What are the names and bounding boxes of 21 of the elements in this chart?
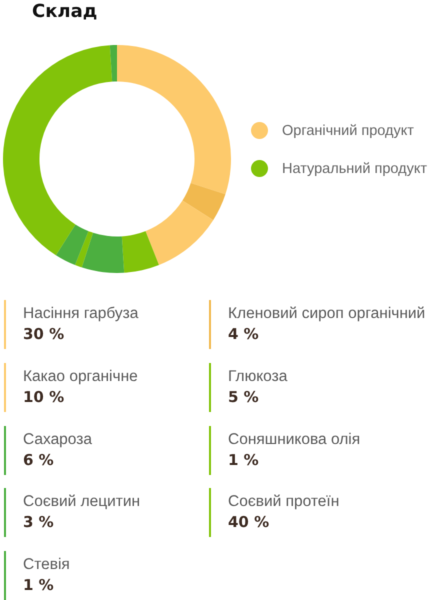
legend-label: Сахароза [23, 430, 92, 450]
legend-label: Какао органічне [23, 367, 138, 387]
text: Натуральний продукт [282, 160, 428, 176]
data-label: 3 % [23, 512, 54, 532]
data-label: 6 % [23, 450, 54, 470]
legend-label: Соєвий лецитин [23, 492, 140, 512]
data-label: 30 % [23, 324, 64, 344]
legend-label: Стевія [23, 555, 70, 575]
data-label: 40 % [228, 512, 270, 532]
legend-label: Соняшникова олія [228, 430, 360, 450]
text: Органічний продукт [282, 122, 414, 138]
data-label: 5 % [228, 387, 259, 407]
chart-title: Склад [32, 0, 98, 24]
legend-label: Глюкоза [228, 367, 288, 387]
data-label: 10 % [23, 387, 64, 407]
data-label: 1 % [23, 575, 54, 595]
data-label: 4 % [228, 324, 259, 344]
legend-label: Соєвий протеїн [228, 492, 340, 512]
data-label: 1 % [228, 450, 259, 470]
legend-label: Кленовий сироп органічний [228, 304, 426, 324]
legend-label: Насіння гарбуза [23, 304, 138, 324]
